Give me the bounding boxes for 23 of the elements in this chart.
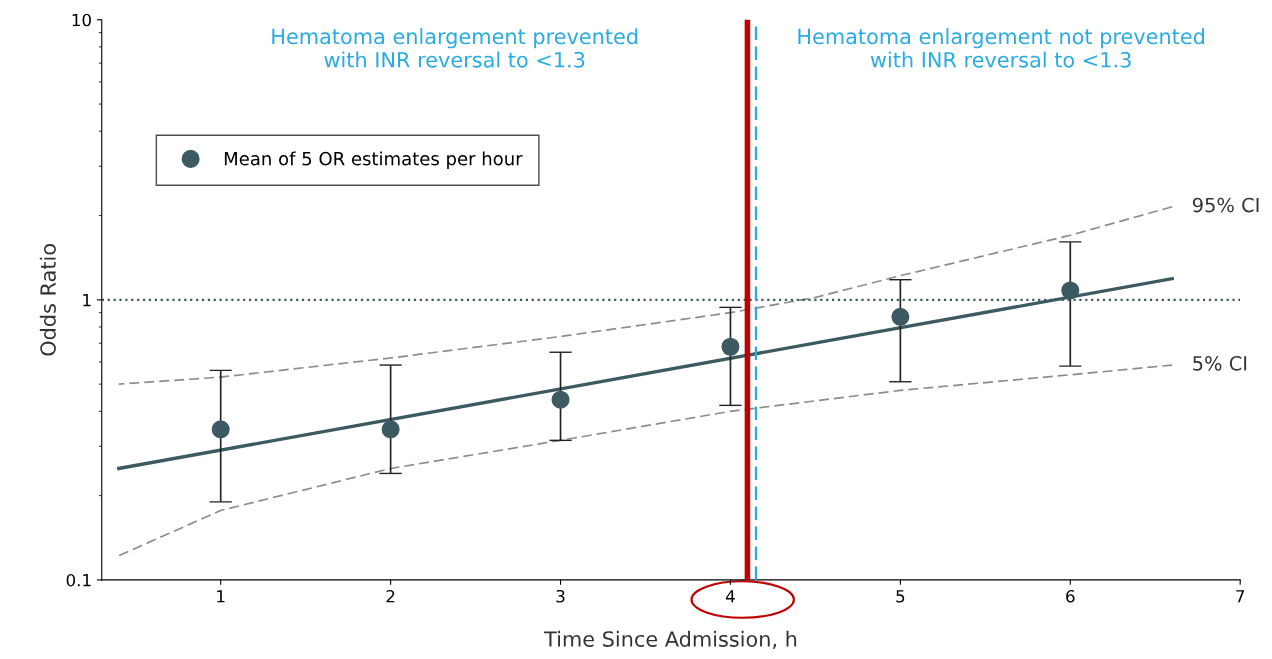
point (211, 420, 230, 439)
x-tick-label: 6 (1066, 589, 1075, 603)
x-tick-label: 5 (896, 590, 905, 603)
series-label: 5% CI (1193, 355, 1247, 371)
y-tick-label: 0.1 (66, 573, 91, 587)
point (721, 337, 740, 356)
x-tick-label: 2 (386, 589, 395, 603)
annotation: Hematoma enlargement not prevented with INR reversal to <1.3 (798, 28, 1204, 68)
x-tick-label: 4 (725, 590, 735, 603)
series-label: 95% CI (1192, 197, 1259, 213)
y-tick-label: 10 (72, 13, 91, 27)
point (381, 420, 400, 439)
legend-label: Mean of 5 OR estimates per hour (224, 151, 523, 169)
x-tick-label: 3 (556, 589, 565, 603)
point (891, 307, 910, 326)
point (551, 390, 570, 409)
x-axis-title: Time Since Admission, h (544, 630, 797, 650)
y-axis-title: Odds Ratio (39, 244, 56, 356)
point (1061, 281, 1080, 300)
y-tick-label: 1 (83, 294, 91, 307)
x-tick-label: 1 (217, 590, 225, 603)
annotation: Hematoma enlargement prevented with INR reversal to <1.3 (272, 28, 638, 68)
x-tick-label: 7 (1236, 590, 1245, 603)
